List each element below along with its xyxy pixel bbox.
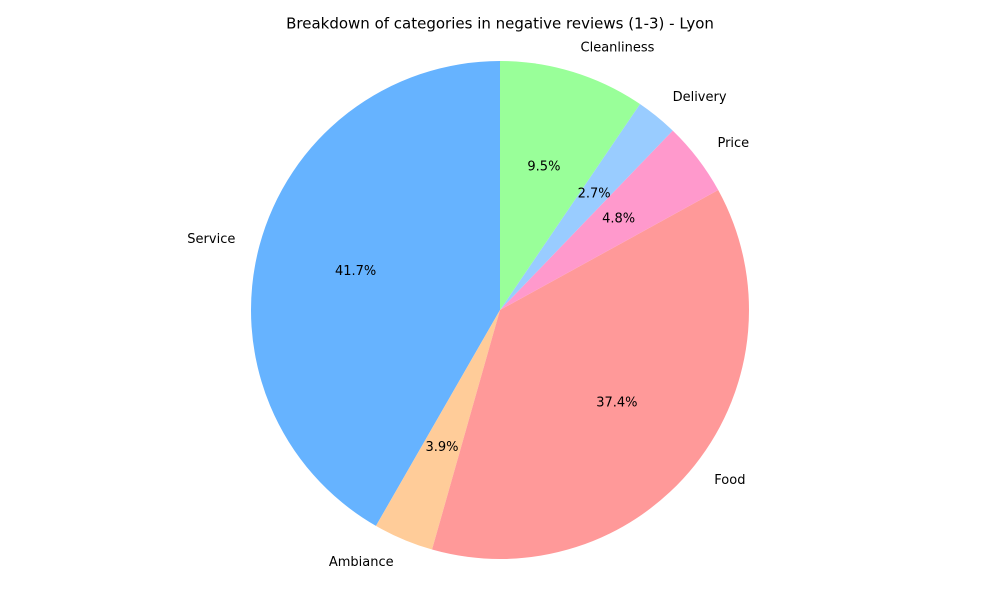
value-label: 9.5% [527, 160, 560, 175]
pie-slice [500, 104, 673, 310]
value-label: 3.9% [425, 440, 458, 455]
pie-slice [500, 130, 719, 310]
slice-label: Service [187, 232, 235, 247]
pie-slice [250, 61, 500, 526]
slice-label: Price [717, 136, 749, 151]
chart-title: Breakdown of categories in negative revi… [286, 15, 714, 33]
pie-slice [375, 310, 500, 550]
slice-label: Delivery [673, 90, 727, 105]
pie-slice [432, 190, 749, 559]
slice-label: Ambiance [329, 555, 394, 570]
slice-label: Food [714, 473, 745, 488]
value-label: 4.8% [602, 212, 635, 227]
pie-slice [500, 60, 640, 310]
slice-label: Cleanliness [581, 41, 655, 56]
value-label: 37.4% [596, 396, 637, 411]
value-label: 2.7% [578, 186, 611, 201]
value-label: 41.7% [335, 264, 376, 279]
